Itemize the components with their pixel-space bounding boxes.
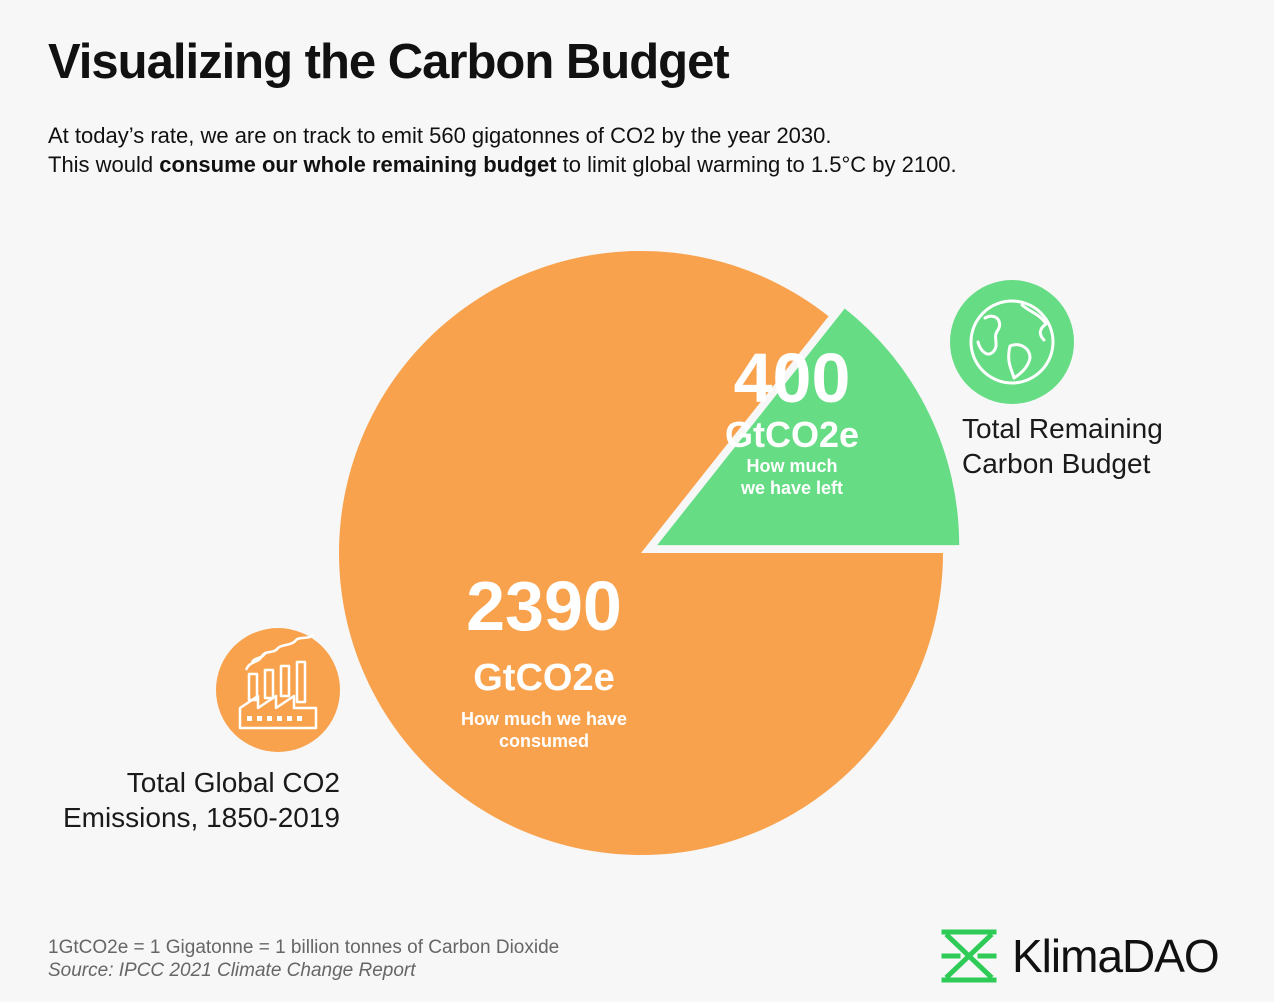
- remaining-budget-label: Total Remaining Carbon Budget: [962, 411, 1163, 481]
- brand-logo: KlimaDAO: [940, 928, 1220, 984]
- consumed-caption-line-2: consumed: [499, 731, 589, 751]
- factory-icon: [216, 628, 340, 752]
- consumed-caption-line-1: How much we have: [461, 709, 627, 729]
- remaining-label-line-1: Total Remaining: [962, 413, 1163, 444]
- remaining-caption-line-1: How much: [746, 456, 837, 476]
- subtitle-line-2: This would consume our whole remaining b…: [48, 150, 957, 179]
- consumed-unit: GtCO2e: [473, 657, 614, 699]
- klimadao-logo-icon: [941, 929, 997, 983]
- emissions-label-line-1: Total Global CO2: [126, 767, 340, 798]
- subtitle-emphasis: consume our whole remaining budget: [159, 152, 557, 177]
- remaining-unit: GtCO2e: [725, 414, 859, 455]
- consumed-value: 2390: [466, 567, 622, 645]
- footnote: 1GtCO2e = 1 Gigatonne = 1 billion tonnes…: [48, 936, 559, 982]
- unit-note: 1GtCO2e = 1 Gigatonne = 1 billion tonnes…: [48, 937, 560, 958]
- remaining-value: 400: [734, 339, 851, 417]
- source-note: Source: IPCC 2021 Climate Change Report: [48, 960, 416, 981]
- consumed-slice: [339, 251, 943, 856]
- subtitle: At today’s rate, we are on track to emit…: [48, 121, 957, 179]
- globe-icon: [950, 280, 1074, 404]
- brand-name: KlimaDAO: [1012, 930, 1220, 982]
- remaining-label-line-2: Carbon Budget: [962, 448, 1151, 479]
- subtitle-line-1: At today’s rate, we are on track to emit…: [48, 123, 832, 148]
- emissions-label-line-2: Emissions, 1850-2019: [62, 802, 340, 833]
- remaining-slice: [657, 308, 960, 546]
- subtitle-line-2-start: This would: [48, 152, 160, 177]
- global-emissions-label: Total Global CO2 Emissions, 1850-2019: [40, 765, 340, 835]
- subtitle-line-2-end: to limit global warming to 1.5°C by 2100…: [556, 152, 957, 177]
- page-title: Visualizing the Carbon Budget: [48, 35, 730, 89]
- remaining-caption-line-2: we have left: [740, 478, 843, 498]
